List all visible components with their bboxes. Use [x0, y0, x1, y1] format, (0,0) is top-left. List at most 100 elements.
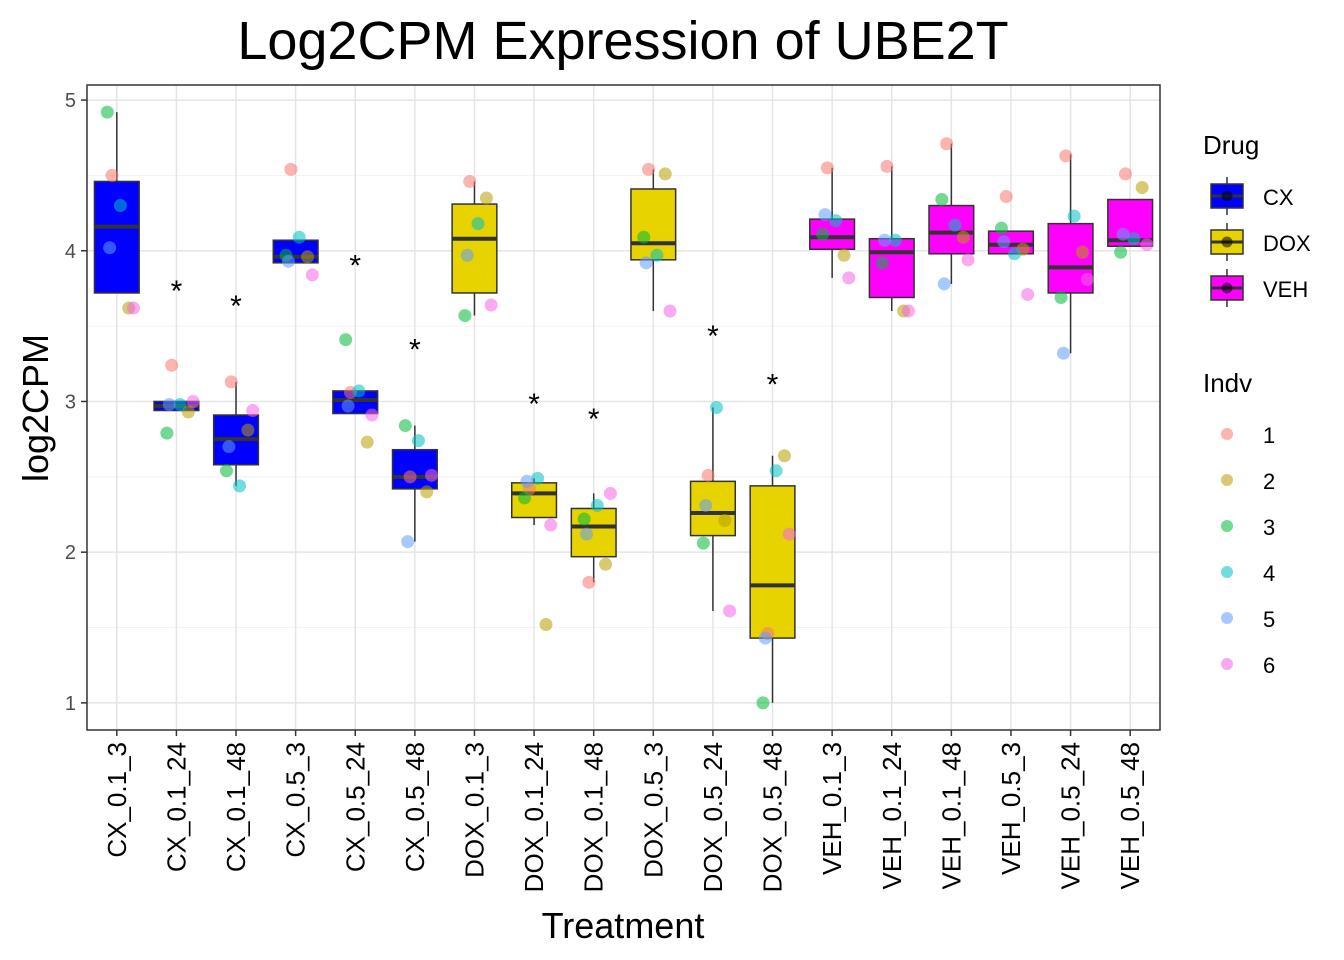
y-axis-title: log2CPM — [15, 334, 56, 482]
data-point — [398, 419, 412, 433]
data-point — [401, 535, 415, 549]
data-point — [880, 159, 894, 173]
data-point — [663, 304, 677, 318]
data-point — [994, 221, 1008, 235]
data-point — [165, 358, 179, 372]
data-point — [777, 449, 791, 463]
box-body — [451, 203, 498, 294]
data-point — [1056, 346, 1070, 360]
data-point — [875, 256, 889, 270]
data-point — [956, 230, 970, 244]
box-body — [749, 485, 796, 639]
data-point — [160, 426, 174, 440]
data-point — [103, 241, 117, 255]
data-point — [637, 230, 651, 244]
data-point — [126, 301, 140, 315]
legend-drug-key-DOX — [1210, 223, 1244, 261]
data-point — [999, 190, 1013, 204]
significance-star: * — [349, 249, 361, 282]
legend-indv-title: Indv — [1203, 368, 1252, 398]
x-tick-label: CX_0.5_48 — [400, 742, 430, 872]
legend-indv-key — [1221, 612, 1233, 624]
data-point — [233, 479, 247, 493]
x-tick-label: DOX_0.5_3 — [638, 742, 668, 878]
data-point — [820, 161, 834, 175]
panel-border — [86, 84, 1161, 731]
data-point — [544, 518, 558, 532]
legend-key-point — [1221, 236, 1233, 248]
x-tick-label: CX_0.5_24 — [340, 742, 370, 872]
data-point — [241, 423, 255, 437]
data-point — [837, 248, 851, 262]
legend-key-point — [1221, 190, 1233, 202]
legend-drug: Drug CX DOX VEH — [1203, 130, 1311, 307]
data-point — [1140, 238, 1154, 252]
data-point — [173, 397, 187, 411]
data-point — [365, 408, 379, 422]
box-body — [689, 480, 737, 537]
data-point — [479, 191, 493, 205]
legend-indv-label: 3 — [1263, 515, 1275, 540]
x-tick-label: DOX_0.5_48 — [758, 742, 788, 892]
data-point — [1054, 290, 1068, 304]
data-point — [782, 527, 796, 541]
y-tick-label: 1 — [65, 693, 76, 715]
data-point — [219, 464, 233, 478]
data-point — [246, 404, 260, 418]
data-point — [1135, 180, 1149, 194]
data-point — [518, 491, 532, 505]
data-point — [901, 304, 915, 318]
data-point — [940, 137, 954, 151]
data-point — [484, 298, 498, 312]
x-tick-label: DOX_0.1_24 — [519, 742, 549, 892]
data-point — [305, 268, 319, 282]
data-point — [935, 193, 949, 207]
legend-indv: Indv 1 2 3 4 5 6 — [1203, 368, 1275, 678]
box-CX_0.1_3 — [93, 112, 140, 294]
data-point — [888, 233, 902, 247]
x-tick-label: VEH_0.5_24 — [1056, 742, 1086, 889]
legend-indv-key — [1221, 520, 1233, 532]
significance-star: * — [707, 320, 719, 353]
data-point — [829, 214, 843, 228]
data-point — [701, 468, 715, 482]
data-point — [590, 498, 604, 512]
legend-drug-key-CX — [1210, 177, 1244, 215]
legend-drug-label: CX — [1263, 185, 1294, 210]
y-tick-label: 2 — [65, 542, 76, 564]
data-point — [639, 256, 653, 270]
significance-star: * — [528, 388, 540, 421]
data-point — [756, 696, 770, 710]
data-point — [1114, 245, 1128, 259]
x-tick-label: VEH_0.1_3 — [817, 742, 847, 875]
data-point — [642, 162, 656, 176]
data-point — [1118, 167, 1132, 181]
data-point — [292, 230, 306, 244]
data-point — [1008, 247, 1022, 261]
data-point — [723, 604, 737, 618]
x-tick-label: CX_0.1_3 — [102, 742, 132, 858]
data-point — [580, 527, 594, 541]
legend-drug-label: VEH — [1263, 277, 1308, 302]
data-point — [1021, 287, 1035, 301]
data-point — [460, 248, 474, 262]
data-point — [222, 440, 236, 454]
data-point — [818, 208, 832, 222]
data-point — [816, 227, 830, 241]
box-DOX_0.5_24 — [689, 407, 737, 611]
x-tick-label: VEH_0.5_48 — [1115, 742, 1145, 889]
legend-drug-key-VEH — [1210, 269, 1244, 307]
y-tick-label: 3 — [65, 391, 76, 413]
y-tick-label: 5 — [65, 90, 76, 112]
x-tick-label: DOX_0.5_24 — [698, 742, 728, 892]
legend-drug-label: DOX — [1263, 231, 1311, 256]
box-VEH_0.1_24 — [868, 166, 915, 312]
data-point — [458, 309, 472, 323]
data-point — [539, 618, 553, 632]
data-point — [281, 254, 295, 268]
legend-indv-label: 4 — [1263, 561, 1275, 586]
data-point — [181, 405, 195, 419]
data-point — [650, 248, 664, 262]
data-point — [599, 557, 613, 571]
